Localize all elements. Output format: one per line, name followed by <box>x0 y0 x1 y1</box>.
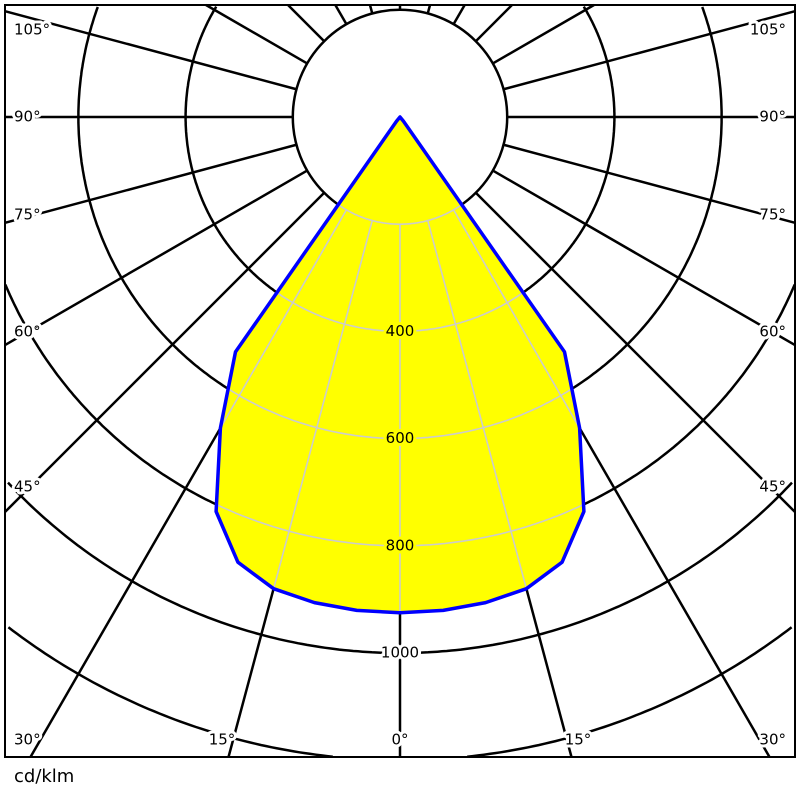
angle-label-left: 75° <box>14 206 41 224</box>
grid-circle-600 <box>216 117 584 440</box>
unit-label: cd/klm <box>14 766 75 787</box>
angle-label-bottom: 15° <box>565 731 592 749</box>
grid-ray-105 <box>503 9 796 91</box>
grid-ray-165 <box>368 4 374 14</box>
angle-label-left: 90° <box>14 108 41 126</box>
grid-ray-15 <box>426 220 573 613</box>
grid-ray-30 <box>452 209 584 613</box>
grid-circle-400 <box>216 117 584 333</box>
grid-ray-45 <box>474 191 796 513</box>
grid-ray-45 <box>4 191 326 513</box>
angle-label-left: 45° <box>14 478 41 496</box>
angle-label-right: 30° <box>759 731 786 749</box>
angle-label-right: 105° <box>750 21 786 39</box>
grid-ray-150 <box>452 4 466 25</box>
radial-label-800: 800 <box>386 536 415 554</box>
grid-ray-120 <box>492 3 595 65</box>
angle-label-left: 105° <box>14 21 50 39</box>
grid-ray-150 <box>334 4 348 25</box>
radial-label-600: 600 <box>386 429 415 447</box>
grid-ray-15 <box>227 220 374 613</box>
grid-ray-30 <box>216 209 348 613</box>
intensity-curve <box>214 115 586 615</box>
angle-label-right: 60° <box>759 323 786 341</box>
grid-ray-60 <box>492 169 796 347</box>
grid-circle-800 <box>216 284 584 547</box>
angle-label-right: 90° <box>759 108 786 126</box>
grid-ray-120 <box>205 3 308 65</box>
angle-label-left: 60° <box>14 323 41 341</box>
grid-ray-75 <box>4 143 297 225</box>
grid-ray-75 <box>503 143 796 225</box>
radial-label-1000: 1000 <box>381 644 419 662</box>
grid-ray-135 <box>474 4 513 43</box>
grid-circle-1200 <box>7 626 793 758</box>
angle-label-left: 30° <box>14 731 41 749</box>
angle-label-right: 75° <box>759 206 786 224</box>
grid-ray-60 <box>4 169 308 347</box>
plot-frame <box>4 4 796 758</box>
grid-ray-135 <box>287 4 326 43</box>
angle-label-bottom: 0° <box>391 731 408 749</box>
angle-label-right: 45° <box>759 478 786 496</box>
grid-circle-1000 <box>7 481 793 655</box>
radial-label-400: 400 <box>386 322 415 340</box>
angle-label-bottom: 15° <box>209 731 236 749</box>
grid-ray-105 <box>4 9 297 91</box>
axis-labels: 105° 90° 75° 60° 45° 30° 105° 90° 75° 60° 45° 30° 15… <box>11 18 789 752</box>
grid-ray-165 <box>426 4 432 14</box>
